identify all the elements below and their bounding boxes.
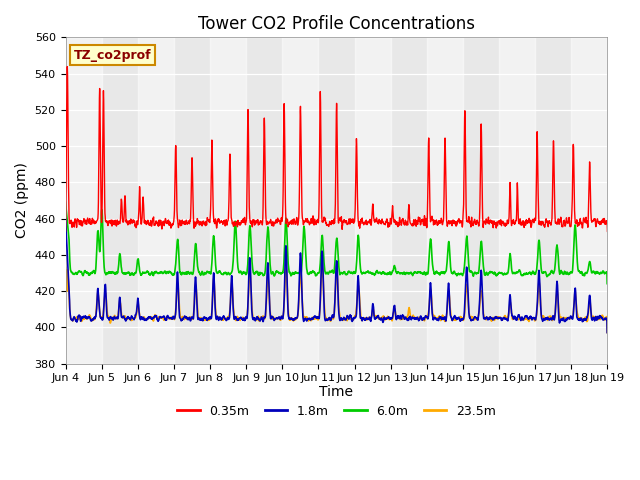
Legend: 0.35m, 1.8m, 6.0m, 23.5m: 0.35m, 1.8m, 6.0m, 23.5m xyxy=(172,400,501,423)
X-axis label: Time: Time xyxy=(319,385,353,399)
Bar xyxy=(65,37,102,364)
Bar xyxy=(138,37,174,364)
Title: Tower CO2 Profile Concentrations: Tower CO2 Profile Concentrations xyxy=(198,15,475,33)
Text: TZ_co2prof: TZ_co2prof xyxy=(74,48,151,61)
Bar xyxy=(282,37,319,364)
Bar xyxy=(210,37,246,364)
Bar xyxy=(427,37,463,364)
Bar xyxy=(499,37,535,364)
Bar xyxy=(572,37,607,364)
Y-axis label: CO2 (ppm): CO2 (ppm) xyxy=(15,163,29,239)
Bar xyxy=(355,37,390,364)
